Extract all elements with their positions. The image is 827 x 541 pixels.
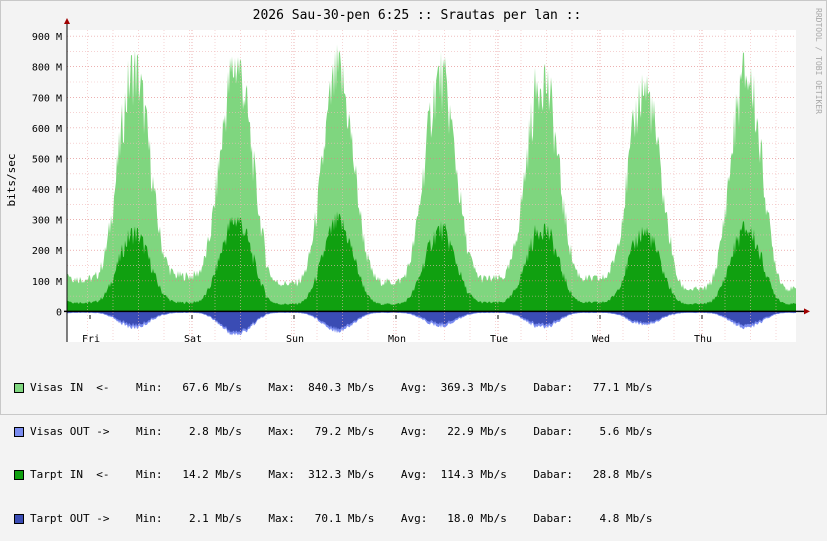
y-tick-label: 300 M xyxy=(32,216,62,227)
y-tick-label: 100 M xyxy=(32,277,62,288)
y-axis-arrow xyxy=(64,18,70,24)
y-tick-label: 200 M xyxy=(32,246,62,257)
x-axis-arrow xyxy=(804,308,810,315)
chart-title: 2026 Sau-30-pen 6:25 :: Srautas per lan … xyxy=(253,8,582,23)
series-area-tarpt-in- xyxy=(67,211,796,312)
y-tick-label: 900 M xyxy=(32,32,62,43)
y-tick-label: 700 M xyxy=(32,93,62,104)
legend-row-visas-out: Visas OUT -> Min: 2.8 Mb/s Max: 79.2 Mb/… xyxy=(14,425,653,440)
y-tick-label: 600 M xyxy=(32,124,62,135)
y-axis-label: bits/sec xyxy=(5,154,18,207)
x-tick-label: Sat xyxy=(184,334,202,345)
y-tick-label: 800 M xyxy=(32,63,62,74)
legend: Visas IN <- Min: 67.6 Mb/s Max: 840.3 Mb… xyxy=(14,352,653,541)
legend-text: Tarpt OUT -> Min: 2.1 Mb/s Max: 70.1 Mb/… xyxy=(30,511,653,525)
x-tick-label: Sun xyxy=(286,334,304,345)
legend-swatch xyxy=(14,513,24,524)
legend-text: Tarpt IN <- Min: 14.2 Mb/s Max: 312.3 Mb… xyxy=(30,468,653,481)
legend-row-visas-in: Visas IN <- Min: 67.6 Mb/s Max: 840.3 Mb… xyxy=(14,381,653,396)
x-tick-label: Tue xyxy=(490,334,508,345)
y-tick-label: 500 M xyxy=(32,154,62,165)
x-tick-label: Fri xyxy=(82,334,100,345)
y-tick-label: 400 M xyxy=(32,185,62,196)
legend-text: Visas IN <- Min: 67.6 Mb/s Max: 840.3 Mb… xyxy=(30,381,653,394)
x-tick-label: Mon xyxy=(388,334,406,345)
legend-text: Visas OUT -> Min: 2.8 Mb/s Max: 79.2 Mb/… xyxy=(30,424,653,438)
x-tick-label: Wed xyxy=(592,334,610,345)
legend-swatch xyxy=(14,470,24,481)
legend-swatch xyxy=(14,426,24,437)
legend-swatch xyxy=(14,383,24,394)
series-area-tarpt-out- xyxy=(67,311,796,333)
watermark-text: RRDTOOL / TOBI OETIKER xyxy=(814,8,823,114)
x-tick-label: Thu xyxy=(694,334,712,345)
y-tick-label: 0 xyxy=(56,307,62,318)
rrdtool-watermark: RRDTOOL / TOBI OETIKER xyxy=(814,8,823,114)
legend-row-tarpt-in: Tarpt IN <- Min: 14.2 Mb/s Max: 312.3 Mb… xyxy=(14,468,653,483)
traffic-chart: 2026 Sau-30-pen 6:25 :: Srautas per lan … xyxy=(5,8,810,345)
legend-row-tarpt-out: Tarpt OUT -> Min: 2.1 Mb/s Max: 70.1 Mb/… xyxy=(14,512,653,527)
